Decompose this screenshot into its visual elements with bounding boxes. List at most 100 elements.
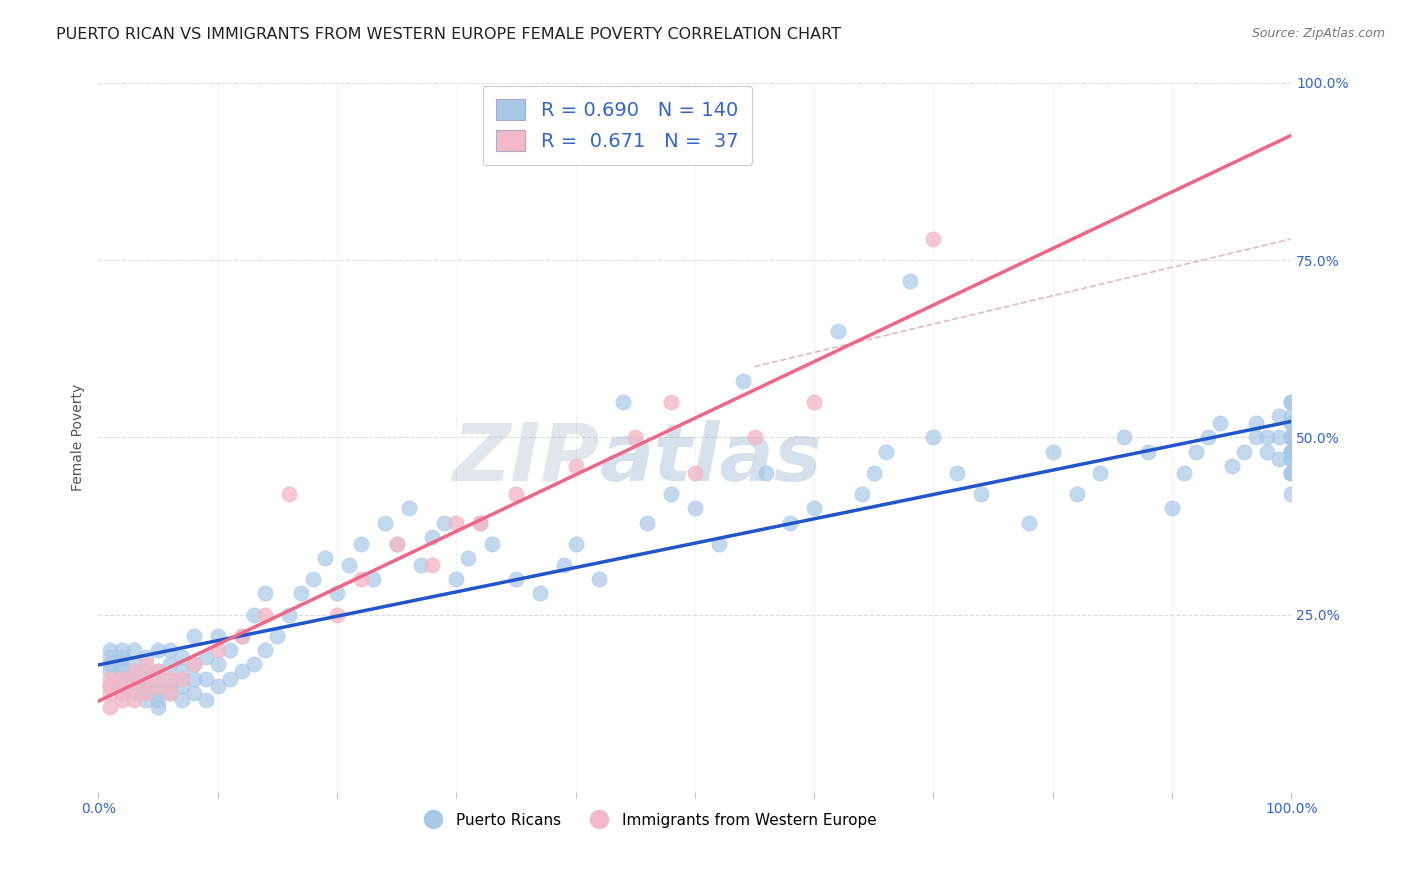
Puerto Ricans	[803, 501, 825, 516]
Puerto Ricans	[183, 672, 205, 686]
Immigrants from Western Europe	[922, 232, 945, 246]
Puerto Ricans	[183, 657, 205, 672]
Puerto Ricans	[98, 657, 121, 672]
Puerto Ricans	[1066, 487, 1088, 501]
Puerto Ricans	[1209, 417, 1232, 431]
Immigrants from Western Europe	[111, 686, 134, 700]
Puerto Ricans	[111, 672, 134, 686]
Puerto Ricans	[1268, 430, 1291, 444]
Puerto Ricans	[1268, 409, 1291, 424]
Puerto Ricans	[122, 679, 145, 693]
Puerto Ricans	[122, 686, 145, 700]
Puerto Ricans	[1279, 487, 1302, 501]
Puerto Ricans	[470, 516, 492, 530]
Puerto Ricans	[111, 643, 134, 657]
Puerto Ricans	[170, 679, 193, 693]
Puerto Ricans	[875, 444, 897, 458]
Puerto Ricans	[207, 657, 229, 672]
Puerto Ricans	[254, 586, 277, 600]
Puerto Ricans	[111, 665, 134, 679]
Puerto Ricans	[159, 643, 181, 657]
Puerto Ricans	[1256, 430, 1278, 444]
Immigrants from Western Europe	[385, 537, 408, 551]
Puerto Ricans	[398, 501, 420, 516]
Puerto Ricans	[135, 686, 157, 700]
Puerto Ricans	[194, 672, 217, 686]
Puerto Ricans	[170, 693, 193, 707]
Puerto Ricans	[564, 537, 586, 551]
Puerto Ricans	[505, 572, 527, 586]
Immigrants from Western Europe	[122, 679, 145, 693]
Puerto Ricans	[1279, 466, 1302, 480]
Puerto Ricans	[1279, 395, 1302, 409]
Immigrants from Western Europe	[146, 665, 169, 679]
Puerto Ricans	[1244, 417, 1267, 431]
Puerto Ricans	[111, 686, 134, 700]
Puerto Ricans	[146, 699, 169, 714]
Legend: Puerto Ricans, Immigrants from Western Europe: Puerto Ricans, Immigrants from Western E…	[412, 806, 883, 834]
Puerto Ricans	[278, 607, 301, 622]
Puerto Ricans	[851, 487, 873, 501]
Puerto Ricans	[1279, 444, 1302, 458]
Puerto Ricans	[98, 665, 121, 679]
Immigrants from Western Europe	[350, 572, 373, 586]
Puerto Ricans	[1279, 451, 1302, 466]
Puerto Ricans	[290, 586, 312, 600]
Puerto Ricans	[1042, 444, 1064, 458]
Puerto Ricans	[1279, 444, 1302, 458]
Immigrants from Western Europe	[624, 430, 647, 444]
Puerto Ricans	[1137, 444, 1160, 458]
Immigrants from Western Europe	[98, 699, 121, 714]
Puerto Ricans	[1279, 444, 1302, 458]
Puerto Ricans	[1279, 430, 1302, 444]
Puerto Ricans	[135, 679, 157, 693]
Puerto Ricans	[111, 679, 134, 693]
Text: Source: ZipAtlas.com: Source: ZipAtlas.com	[1251, 27, 1385, 40]
Puerto Ricans	[707, 537, 730, 551]
Puerto Ricans	[302, 572, 325, 586]
Puerto Ricans	[350, 537, 373, 551]
Immigrants from Western Europe	[159, 672, 181, 686]
Puerto Ricans	[1279, 430, 1302, 444]
Puerto Ricans	[170, 650, 193, 665]
Puerto Ricans	[135, 650, 157, 665]
Text: PUERTO RICAN VS IMMIGRANTS FROM WESTERN EUROPE FEMALE POVERTY CORRELATION CHART: PUERTO RICAN VS IMMIGRANTS FROM WESTERN …	[56, 27, 841, 42]
Immigrants from Western Europe	[564, 458, 586, 473]
Puerto Ricans	[457, 551, 479, 566]
Puerto Ricans	[779, 516, 801, 530]
Text: ZIP: ZIP	[453, 420, 599, 498]
Immigrants from Western Europe	[803, 395, 825, 409]
Puerto Ricans	[218, 643, 240, 657]
Puerto Ricans	[588, 572, 610, 586]
Puerto Ricans	[1256, 444, 1278, 458]
Immigrants from Western Europe	[278, 487, 301, 501]
Puerto Ricans	[922, 430, 945, 444]
Puerto Ricans	[146, 643, 169, 657]
Puerto Ricans	[1244, 430, 1267, 444]
Immigrants from Western Europe	[170, 672, 193, 686]
Puerto Ricans	[159, 686, 181, 700]
Immigrants from Western Europe	[135, 657, 157, 672]
Puerto Ricans	[194, 693, 217, 707]
Puerto Ricans	[1279, 430, 1302, 444]
Immigrants from Western Europe	[98, 672, 121, 686]
Puerto Ricans	[183, 686, 205, 700]
Immigrants from Western Europe	[231, 629, 253, 643]
Puerto Ricans	[266, 629, 288, 643]
Puerto Ricans	[1233, 444, 1256, 458]
Puerto Ricans	[1279, 430, 1302, 444]
Puerto Ricans	[1197, 430, 1219, 444]
Puerto Ricans	[159, 679, 181, 693]
Puerto Ricans	[159, 672, 181, 686]
Puerto Ricans	[170, 665, 193, 679]
Immigrants from Western Europe	[111, 672, 134, 686]
Puerto Ricans	[446, 572, 468, 586]
Immigrants from Western Europe	[98, 686, 121, 700]
Immigrants from Western Europe	[326, 607, 349, 622]
Puerto Ricans	[135, 693, 157, 707]
Immigrants from Western Europe	[183, 657, 205, 672]
Puerto Ricans	[659, 487, 682, 501]
Puerto Ricans	[946, 466, 969, 480]
Puerto Ricans	[481, 537, 503, 551]
Immigrants from Western Europe	[744, 430, 766, 444]
